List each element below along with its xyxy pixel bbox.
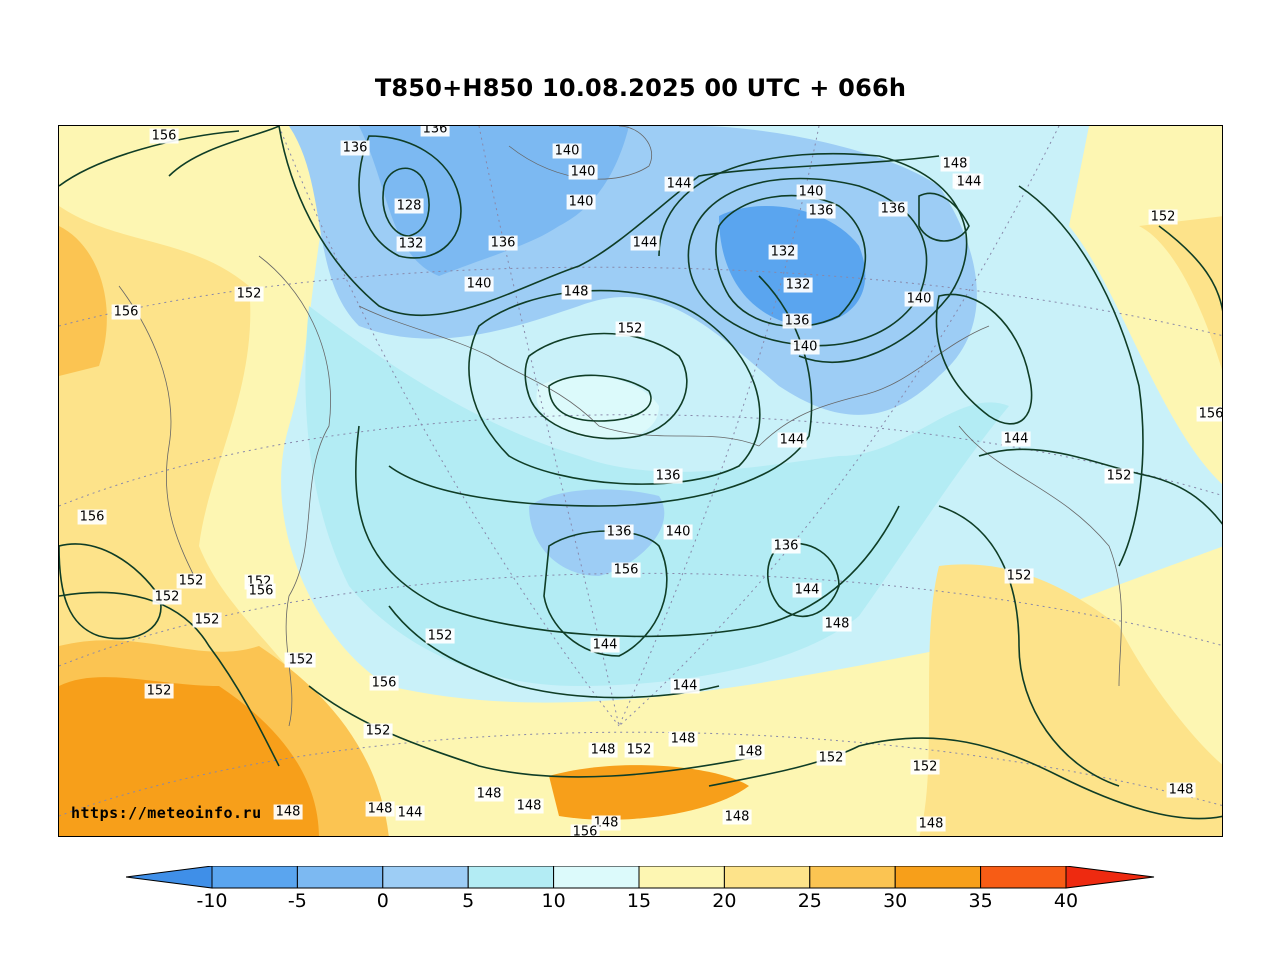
- colorbar-tick-label: 25: [797, 890, 822, 912]
- chart-title: T850+H850 10.08.2025 00 UTC + 066h: [374, 74, 907, 102]
- contour-label: 148: [588, 742, 618, 758]
- contour-label: 136: [420, 126, 450, 137]
- contour-label: 136: [604, 524, 634, 540]
- contour-label: 136: [488, 235, 518, 251]
- contour-label: 148: [474, 786, 504, 802]
- colorbar-tick-label: 15: [626, 890, 652, 912]
- colorbar-swatch: [809, 865, 896, 889]
- contour-label: 152: [286, 652, 316, 668]
- contour-label: 148: [514, 798, 544, 814]
- colorbar-tick-label: -5: [287, 890, 307, 912]
- contour-label: 136: [806, 203, 836, 219]
- contour-label: 148: [722, 809, 752, 825]
- contour-label: 152: [192, 612, 222, 628]
- contour-label: 144: [670, 678, 700, 694]
- colorbar-swatch: [638, 865, 725, 889]
- colorbar-swatch: [723, 865, 811, 889]
- colorbar-swatch: [467, 865, 555, 889]
- contour-label: 144: [590, 637, 620, 653]
- colorbar-tick-label: 40: [1053, 890, 1079, 912]
- contour-label: 152: [363, 723, 393, 739]
- contour-label: 152: [234, 286, 264, 302]
- weather-map: 156 136 136 128 132 136 140 140 140 140 144 144 152 1…: [58, 125, 1223, 837]
- contour-label: 144: [792, 582, 822, 598]
- contour-label: 140: [568, 164, 598, 180]
- contour-label: 156: [149, 128, 179, 144]
- contour-label: 156: [611, 562, 641, 578]
- contour-label: 152: [152, 589, 182, 605]
- contour-label: 148: [822, 616, 852, 632]
- colorbar-tick-label: 10: [541, 890, 566, 912]
- contour-label: 136: [340, 140, 370, 156]
- contour-label: 140: [904, 291, 934, 307]
- colorbar-tick-label: 20: [712, 890, 737, 912]
- source-credit: https://meteoinfo.ru: [71, 804, 262, 822]
- contour-label: 152: [1148, 209, 1178, 225]
- contour-label: 140: [663, 524, 693, 540]
- temperature-field: [59, 126, 1222, 836]
- contour-label: 148: [668, 731, 698, 747]
- contour-label: 132: [783, 277, 813, 293]
- colorbar-swatch: [382, 865, 469, 889]
- colorbar-swatch: [553, 865, 640, 889]
- contour-label: 152: [144, 683, 174, 699]
- contour-label: 148: [273, 804, 303, 820]
- colorbar-swatch: [211, 865, 298, 889]
- contour-label: 148: [735, 744, 765, 760]
- colorbar: [125, 865, 1156, 926]
- contour-label: 144: [777, 432, 807, 448]
- contour-label: 144: [1001, 431, 1031, 447]
- contour-label: 132: [396, 236, 426, 252]
- contour-label: 144: [395, 805, 425, 821]
- contour-label: 144: [664, 176, 694, 192]
- contour-label: 152: [176, 573, 206, 589]
- contour-label: 148: [561, 284, 591, 300]
- contour-label: 140: [790, 339, 820, 355]
- contour-label: 152: [615, 321, 645, 337]
- contour-label: 156: [1196, 406, 1222, 422]
- contour-label: 156: [77, 509, 107, 525]
- contour-label: 152: [1004, 568, 1034, 584]
- colorbar-swatches: [125, 865, 1155, 889]
- contour-label: 148: [365, 801, 395, 817]
- colorbar-tick-label: 30: [883, 890, 908, 912]
- contour-label: 140: [796, 184, 826, 200]
- contour-label: 140: [566, 194, 596, 210]
- colorbar-swatch: [894, 865, 982, 889]
- contour-label: 156: [111, 304, 141, 320]
- contour-label: 152: [624, 742, 654, 758]
- contour-label: 144: [630, 235, 660, 251]
- graticule: [59, 126, 1222, 817]
- contour-label: 156: [369, 675, 399, 691]
- band--5-0: [719, 206, 866, 326]
- contour-label: 148: [940, 156, 970, 172]
- contour-label: 136: [782, 313, 812, 329]
- contour-label: 148: [1166, 782, 1196, 798]
- colorbar-swatch: [296, 865, 384, 889]
- contour-label: 148: [916, 816, 946, 832]
- contour-label: 152: [425, 628, 455, 644]
- colorbar-tick-label: 0: [376, 890, 389, 912]
- colorbar-swatch: [980, 865, 1067, 889]
- contour-label: 156: [570, 824, 600, 836]
- contour-label: 140: [464, 276, 494, 292]
- contour-label: 144: [954, 174, 984, 190]
- contour-label: 156: [246, 583, 276, 599]
- contour-label: 136: [771, 538, 801, 554]
- colorbar-arrow-high: [1065, 865, 1155, 889]
- contour-label: 128: [394, 198, 424, 214]
- contour-label: 152: [1104, 468, 1134, 484]
- contour-label: 136: [653, 468, 683, 484]
- colorbar-arrow-low: [125, 865, 213, 889]
- contour-label: 152: [816, 750, 846, 766]
- contour-label: 136: [878, 201, 908, 217]
- colorbar-tick-label: -10: [196, 890, 228, 912]
- contour-label: 140: [552, 143, 582, 159]
- contour-label: 152: [910, 759, 940, 775]
- height-contours: [59, 126, 1222, 820]
- colorbar-tick-label: 35: [968, 890, 993, 912]
- contour-label: 132: [768, 244, 798, 260]
- colorbar-tick-label: 5: [462, 890, 475, 912]
